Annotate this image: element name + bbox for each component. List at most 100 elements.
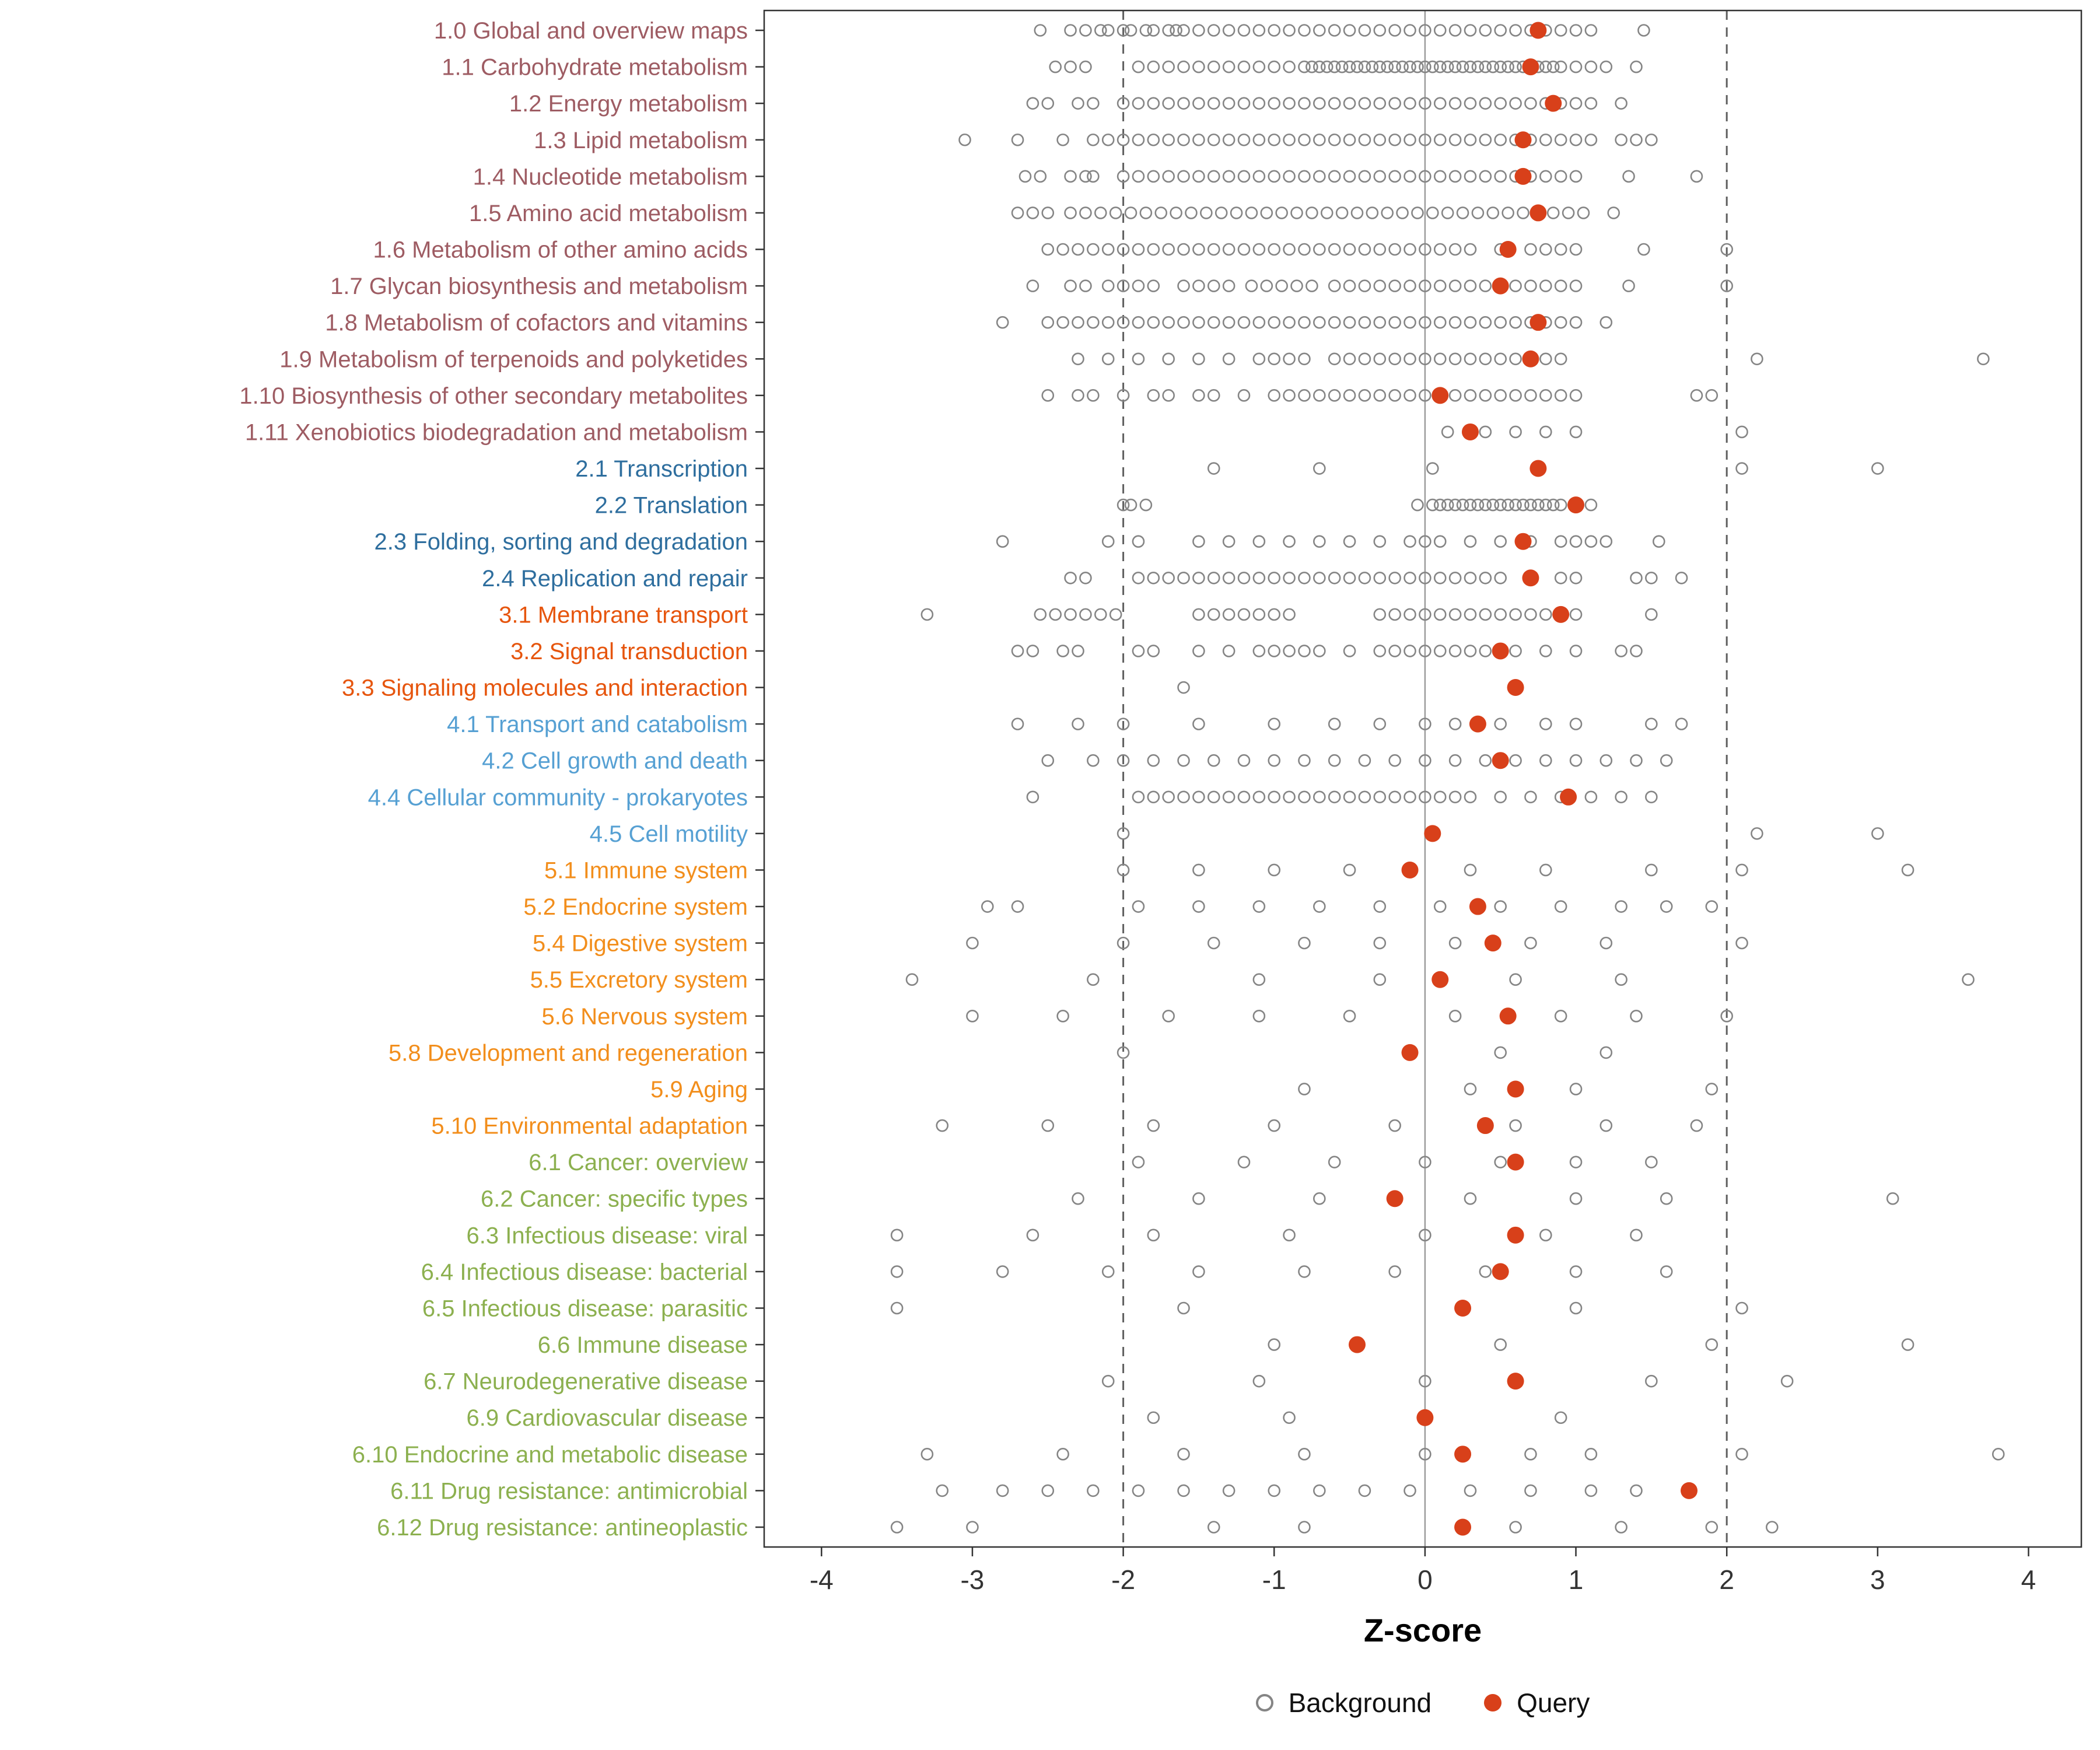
query-point: [1499, 241, 1517, 258]
background-point: [1456, 206, 1469, 219]
background-point: [1630, 571, 1643, 584]
background-point: [1433, 608, 1447, 621]
background-point: [1554, 571, 1567, 584]
query-point: [1432, 971, 1449, 988]
x-tick-label: 1: [1569, 1564, 1584, 1595]
background-point: [1388, 279, 1401, 292]
background-point: [1162, 1010, 1175, 1023]
background-point: [890, 1301, 904, 1315]
background-point: [1177, 24, 1190, 37]
background-point: [1192, 60, 1205, 74]
query-point: [1522, 569, 1539, 587]
background-point: [1268, 316, 1281, 329]
background-point: [1388, 1119, 1401, 1132]
background-point: [1630, 1010, 1643, 1023]
background-point: [1328, 389, 1341, 402]
background-point: [1471, 498, 1485, 512]
background-point: [1313, 389, 1326, 402]
row-label: 1.0 Global and overview maps: [434, 18, 748, 44]
background-point: [1886, 1192, 1899, 1205]
background-point: [1087, 1484, 1100, 1497]
background-point: [1252, 1010, 1266, 1023]
query-point: [1492, 752, 1509, 769]
background-point: [1622, 170, 1635, 183]
background-point: [1358, 170, 1371, 183]
background-point: [1569, 535, 1583, 548]
background-point: [1494, 535, 1507, 548]
query-point: [1469, 715, 1486, 733]
background-point: [1132, 60, 1145, 74]
background-point: [1283, 170, 1296, 183]
background-point: [1448, 571, 1462, 584]
background-point: [1433, 170, 1447, 183]
background-point: [1170, 206, 1182, 219]
background-point: [1116, 24, 1130, 37]
background-point: [1298, 389, 1311, 402]
background-point: [1041, 97, 1055, 110]
background-point: [1554, 498, 1567, 512]
background-point: [1448, 279, 1462, 292]
background-point: [1735, 462, 1748, 475]
background-point: [1426, 462, 1439, 475]
background-point: [1101, 1265, 1115, 1278]
background-point: [1419, 133, 1432, 146]
background-point: [1404, 645, 1416, 657]
background-point: [1388, 97, 1401, 110]
background-point: [1441, 498, 1454, 512]
background-point: [1977, 352, 1990, 366]
background-point: [1584, 133, 1598, 146]
background-point: [1283, 389, 1296, 402]
background-point: [1464, 1083, 1477, 1096]
background-point: [1132, 790, 1145, 804]
background-point: [1615, 97, 1628, 110]
background-point: [921, 1448, 934, 1461]
background-point: [1132, 279, 1145, 292]
background-point: [1479, 24, 1492, 37]
background-point: [1041, 389, 1055, 402]
background-point: [1064, 279, 1077, 292]
row-label: 1.4 Nucleotide metabolism: [473, 164, 748, 190]
background-point: [1433, 790, 1447, 804]
background-point: [1554, 243, 1567, 256]
background-point: [1026, 790, 1040, 804]
background-point: [1652, 535, 1665, 548]
background-point: [1283, 790, 1296, 804]
background-point: [1147, 316, 1160, 329]
background-point: [1433, 571, 1447, 584]
background-point: [1373, 790, 1387, 804]
background-point: [1419, 170, 1432, 183]
background-point: [1230, 206, 1243, 219]
background-point: [1056, 316, 1069, 329]
background-point: [1751, 352, 1763, 366]
background-point: [1569, 60, 1583, 74]
plot-panel: [764, 10, 2081, 1547]
background-point: [1328, 352, 1341, 366]
background-point: [1162, 316, 1175, 329]
background-point: [1192, 24, 1205, 37]
background-point: [1569, 1083, 1583, 1096]
background-point: [1358, 279, 1371, 292]
background-point: [1448, 60, 1462, 74]
background-point: [1419, 1228, 1432, 1242]
background-point: [1252, 608, 1266, 621]
background-point: [1600, 1046, 1613, 1059]
background-point: [1456, 498, 1469, 512]
background-point: [1207, 243, 1220, 256]
background-point: [1569, 1156, 1583, 1168]
background-point: [1479, 60, 1492, 74]
query-point: [1681, 1482, 1698, 1499]
row-label: 6.5 Infectious disease: parasitic: [422, 1296, 748, 1321]
background-point: [1132, 133, 1145, 146]
background-point: [1343, 535, 1356, 548]
background-point: [1539, 279, 1552, 292]
background-point: [1486, 206, 1500, 219]
background-point: [1132, 1484, 1145, 1497]
background-point: [1041, 1484, 1055, 1497]
background-point: [1192, 571, 1205, 584]
background-point: [1494, 1338, 1507, 1351]
background-point: [1426, 206, 1439, 219]
background-point: [1177, 316, 1190, 329]
background-point: [1479, 170, 1492, 183]
background-point: [1313, 462, 1326, 475]
query-point: [1492, 277, 1509, 295]
